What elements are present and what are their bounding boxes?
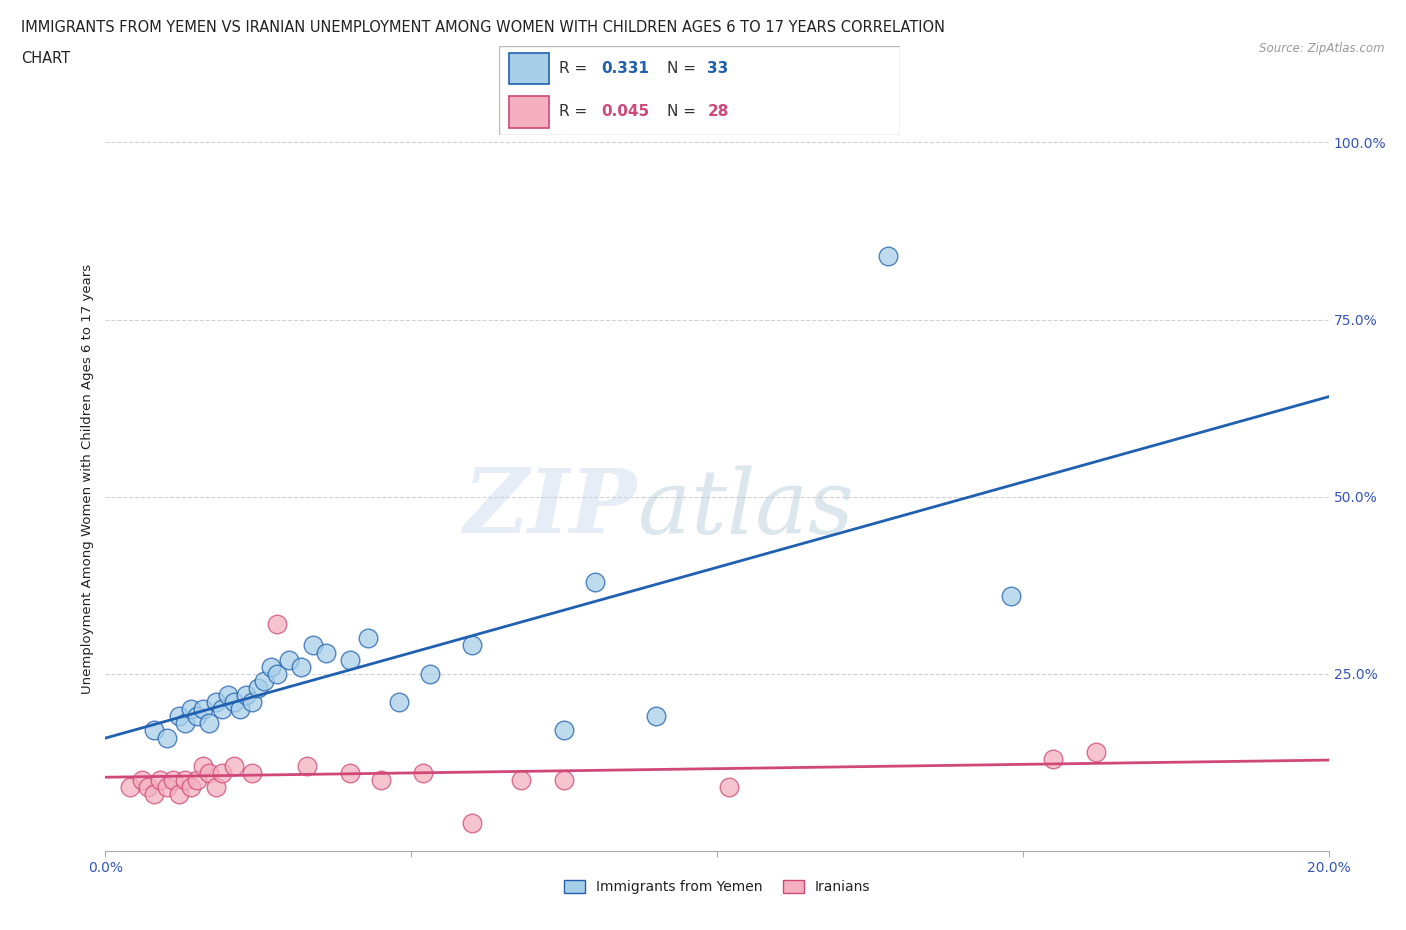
Text: R =: R = [560,61,592,76]
Point [162,773,184,788]
Bar [509,53,550,85]
Point [155,779,177,794]
Point [297,759,319,774]
Point [149,773,172,788]
Point [266,617,288,631]
Text: R =: R = [560,104,592,119]
Point [217,687,239,702]
Text: 28: 28 [707,104,728,119]
Point [339,765,361,780]
Point [174,773,197,788]
Point [143,723,166,737]
Point [644,709,666,724]
Point [247,681,270,696]
Text: atlas: atlas [637,465,853,552]
Point [193,702,215,717]
Y-axis label: Unemployment Among Women with Children Ages 6 to 17 years: Unemployment Among Women with Children A… [82,264,94,694]
Point [136,779,159,794]
Point [186,773,208,788]
Text: 0.331: 0.331 [602,61,650,76]
Point [510,773,533,788]
Point [211,765,233,780]
Point [211,702,233,717]
Point [877,248,900,263]
Point [167,787,190,802]
Point [180,702,202,717]
Point [553,723,575,737]
Point [461,638,484,653]
Point [193,759,215,774]
Text: 0.045: 0.045 [602,104,650,119]
Point [290,659,312,674]
Point [143,787,166,802]
Point [167,709,190,724]
Point [388,695,411,710]
Point [419,667,441,682]
Text: 33: 33 [707,61,728,76]
Point [131,773,153,788]
Text: ZIP: ZIP [464,465,637,552]
Point [583,574,606,589]
Point [155,730,177,745]
Text: Source: ZipAtlas.com: Source: ZipAtlas.com [1260,42,1385,55]
Point [174,716,197,731]
Text: IMMIGRANTS FROM YEMEN VS IRANIAN UNEMPLOYMENT AMONG WOMEN WITH CHILDREN AGES 6 T: IMMIGRANTS FROM YEMEN VS IRANIAN UNEMPLO… [21,20,945,35]
Point [180,779,202,794]
Point [259,659,281,674]
Point [277,652,299,667]
Point [204,779,226,794]
Point [235,687,257,702]
Point [553,773,575,788]
Point [1042,751,1064,766]
Point [198,765,221,780]
Point [1085,744,1108,759]
Point [266,667,288,682]
Point [204,695,226,710]
Point [357,631,380,645]
Point [240,765,263,780]
Point [461,816,484,830]
Point [229,702,252,717]
Text: CHART: CHART [21,51,70,66]
Point [718,779,741,794]
Point [370,773,392,788]
Point [1000,589,1022,604]
Point [412,765,434,780]
Bar [509,96,550,127]
Point [198,716,221,731]
Point [315,645,337,660]
Point [302,638,325,653]
Point [222,759,245,774]
Point [240,695,263,710]
Point [222,695,245,710]
Legend: Immigrants from Yemen, Iranians: Immigrants from Yemen, Iranians [558,875,876,900]
Point [253,673,276,688]
Text: N =: N = [668,61,702,76]
Text: N =: N = [668,104,702,119]
Point [118,779,141,794]
Point [339,652,361,667]
Point [186,709,208,724]
